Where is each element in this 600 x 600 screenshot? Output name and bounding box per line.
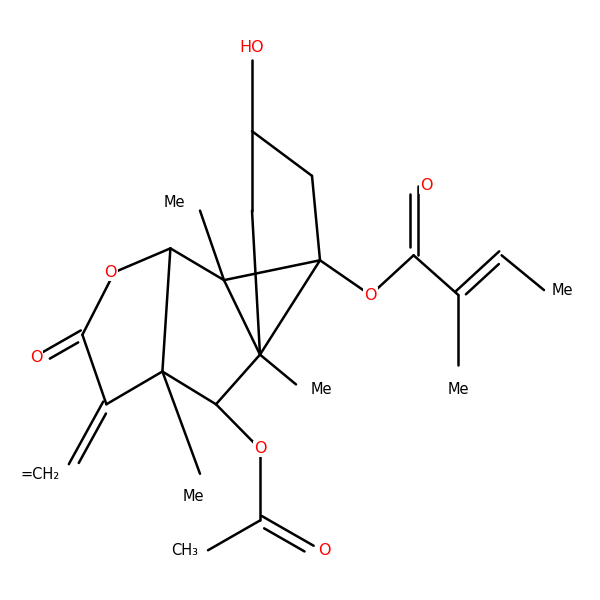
Text: CH₃: CH₃: [172, 543, 199, 558]
Text: O: O: [104, 265, 116, 280]
Text: Me: Me: [183, 488, 205, 503]
Text: O: O: [420, 178, 433, 193]
Text: O: O: [254, 442, 266, 457]
Text: Me: Me: [552, 283, 574, 298]
Text: O: O: [319, 543, 331, 558]
Text: O: O: [30, 350, 42, 365]
Text: Me: Me: [164, 195, 185, 210]
Text: HO: HO: [239, 40, 265, 55]
Text: Me: Me: [310, 382, 332, 397]
Text: =CH₂: =CH₂: [21, 467, 60, 482]
Text: Me: Me: [448, 382, 469, 397]
Text: O: O: [364, 287, 377, 302]
